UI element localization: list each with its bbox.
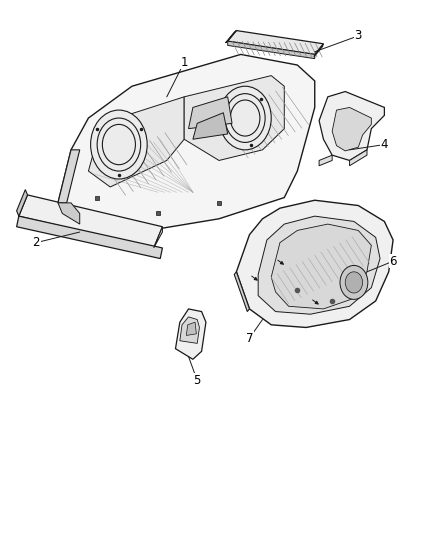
- Polygon shape: [319, 92, 385, 160]
- Polygon shape: [271, 224, 371, 309]
- Polygon shape: [176, 309, 206, 359]
- Polygon shape: [58, 54, 315, 235]
- Polygon shape: [186, 322, 196, 335]
- Polygon shape: [17, 216, 162, 259]
- Circle shape: [91, 110, 147, 179]
- Text: 7: 7: [246, 332, 253, 344]
- Text: 1: 1: [180, 56, 188, 69]
- Circle shape: [219, 86, 271, 150]
- Text: 5: 5: [194, 374, 201, 387]
- Polygon shape: [58, 203, 80, 224]
- Polygon shape: [58, 150, 80, 203]
- Polygon shape: [314, 44, 323, 57]
- Polygon shape: [228, 41, 315, 59]
- Polygon shape: [350, 150, 367, 166]
- Polygon shape: [188, 97, 232, 128]
- Polygon shape: [19, 195, 162, 248]
- Polygon shape: [228, 30, 323, 54]
- Text: 2: 2: [32, 236, 40, 249]
- Polygon shape: [332, 108, 371, 151]
- Text: 4: 4: [381, 138, 388, 151]
- Polygon shape: [226, 30, 237, 43]
- Polygon shape: [193, 113, 228, 139]
- Circle shape: [345, 272, 363, 293]
- Polygon shape: [319, 155, 332, 166]
- Polygon shape: [234, 272, 250, 312]
- Polygon shape: [258, 216, 380, 314]
- Polygon shape: [180, 317, 199, 343]
- Polygon shape: [237, 200, 393, 327]
- Polygon shape: [184, 76, 284, 160]
- Polygon shape: [17, 190, 28, 216]
- Text: 6: 6: [389, 255, 397, 268]
- Text: 3: 3: [355, 29, 362, 42]
- Polygon shape: [88, 97, 184, 187]
- Polygon shape: [154, 227, 162, 248]
- Circle shape: [340, 265, 368, 300]
